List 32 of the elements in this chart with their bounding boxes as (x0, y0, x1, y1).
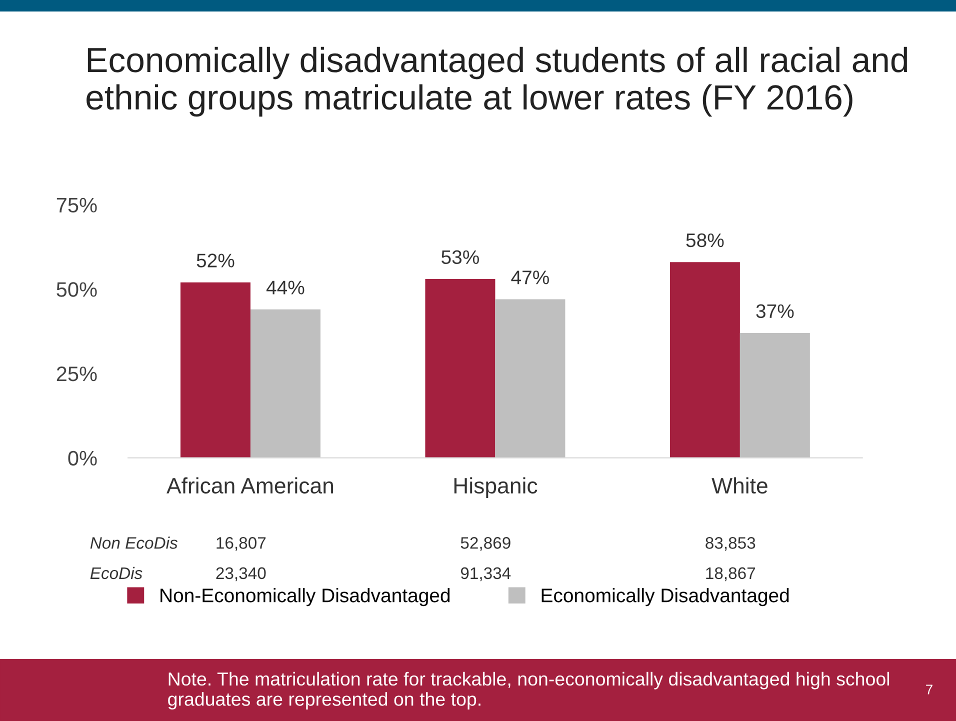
text: 52,869 (460, 537, 510, 551)
text: 23,340 (216, 567, 266, 582)
text: 83,853 (706, 537, 756, 551)
bar (740, 332, 810, 458)
data-label: 44% (266, 280, 304, 294)
bar (250, 309, 320, 458)
data-label: 47% (511, 270, 549, 284)
data-label: 53% (442, 250, 479, 264)
bar (425, 279, 496, 458)
chart-title: Economically disadvantaged students of all racial and ethnic groups matriculate at lower rates (FY 2016) (86, 46, 908, 117)
text: 18,867 (706, 567, 756, 582)
text: EcoDis (90, 566, 142, 580)
x-tick-label: African American (166, 477, 334, 494)
data-label: 58% (686, 233, 724, 248)
y-tick-label: 50% (56, 282, 97, 297)
bar (495, 299, 566, 458)
data-label: 37% (756, 304, 794, 318)
text: 16,807 (216, 537, 266, 551)
legend-label: Non-Economically Disadvantaged (160, 588, 450, 606)
x-tick-label: Hispanic (454, 477, 538, 498)
y-tick-label: 25% (56, 366, 97, 382)
bar (670, 262, 740, 458)
bar (180, 282, 250, 458)
text: Non EcoDis (90, 536, 178, 549)
text: 7 (926, 684, 932, 694)
text: 91,334 (460, 567, 511, 582)
text: Note. The matriculation rate for trackable, non-economically disadvantaged high school graduates are represented on the top. (168, 672, 890, 710)
y-tick-label: 0% (68, 450, 97, 466)
x-tick-label: White (712, 477, 768, 494)
data-label: 52% (196, 254, 234, 268)
y-tick-label: 75% (56, 198, 97, 213)
legend-label: Economically Disadvantaged (542, 588, 789, 606)
